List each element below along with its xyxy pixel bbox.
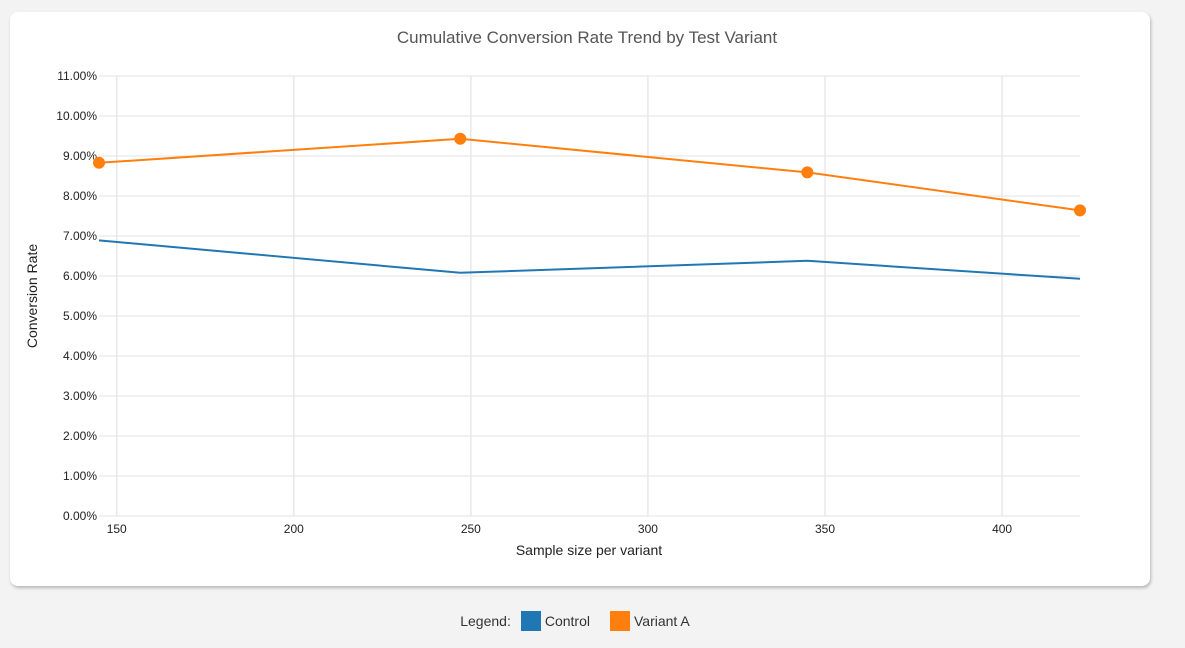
y-axis-label: Conversion Rate (24, 244, 40, 348)
x-tick-label: 400 (992, 522, 1012, 536)
y-tick-label: 11.00% (57, 69, 97, 83)
x-tick-label: 200 (284, 522, 304, 536)
data-point[interactable] (1074, 204, 1086, 217)
legend-text: Control (544, 613, 590, 629)
y-tick-label: 1.00% (63, 469, 97, 483)
y-tick-label: 7.00% (63, 229, 97, 243)
chart-title: Cumulative Conversion Rate Trend by Test… (397, 28, 777, 47)
x-tick-label: 350 (815, 522, 835, 536)
chart-card (10, 12, 1150, 586)
y-tick-label: 2.00% (63, 429, 97, 443)
data-point[interactable] (93, 156, 105, 169)
y-tick-label: 3.00% (63, 389, 97, 403)
y-tick-label: 8.00% (63, 189, 97, 203)
data-point[interactable] (801, 166, 814, 179)
x-tick-label: 250 (461, 522, 481, 536)
legend-swatch (609, 611, 630, 631)
legend-swatch (520, 611, 541, 631)
legend-label: Legend: (460, 613, 511, 629)
legend-item-variant-a[interactable]: Variant A (600, 611, 690, 631)
legend-text: Variant A (633, 613, 690, 629)
y-tick-label: 5.00% (63, 309, 97, 323)
y-tick-label: 10.00% (56, 109, 97, 123)
legend: Legend: Control Variant A (0, 611, 1160, 631)
y-tick-label: 0.00% (63, 509, 97, 523)
x-axis-label: Sample size per variant (516, 542, 662, 558)
y-tick-label: 6.00% (63, 269, 97, 283)
series-line-control (98, 239, 1081, 280)
x-tick-label: 300 (638, 522, 658, 536)
legend-item-control[interactable]: Control (511, 611, 590, 631)
data-point[interactable] (454, 132, 467, 145)
y-tick-label: 9.00% (63, 149, 97, 163)
x-tick-label: 150 (107, 522, 127, 536)
y-tick-label: 4.00% (63, 349, 97, 363)
series-line-variant-a (98, 137, 1081, 212)
grid: 0.00% 1.00% 2.00% 3.00% 4.00% 5.00% 6.00% 7.00%… (56, 69, 1080, 536)
